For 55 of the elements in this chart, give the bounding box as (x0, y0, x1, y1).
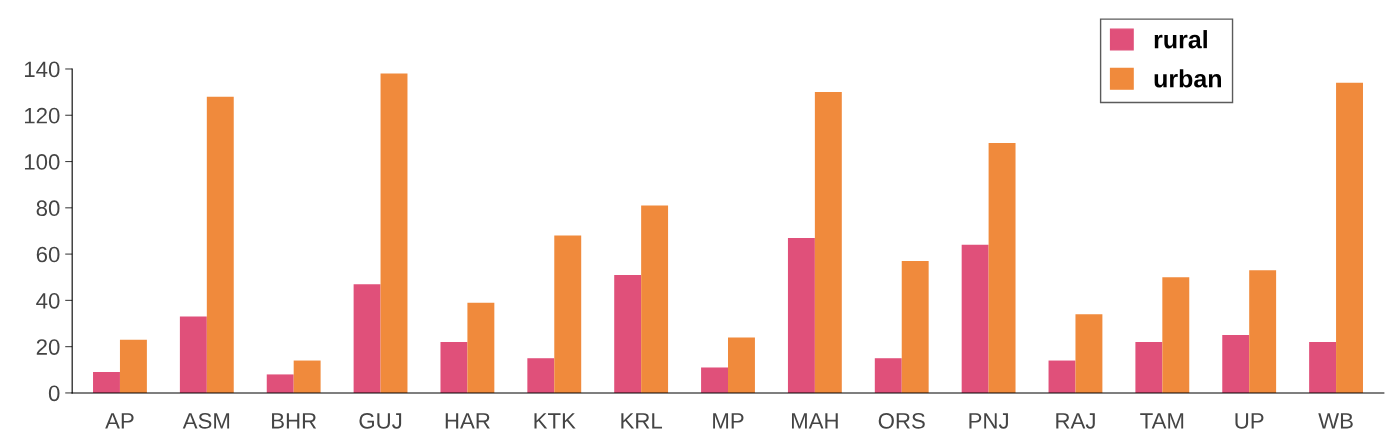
x-tick-label: MP (713, 413, 744, 429)
x-tick-label: BHR (272, 413, 317, 429)
x-tick-label: HAR (445, 413, 490, 429)
bar (1048, 360, 1076, 393)
bar (353, 284, 381, 393)
y-tick-label: 80 (36, 200, 60, 217)
x-tick-label: ORS (878, 412, 925, 429)
bar (874, 358, 902, 393)
y-tick-label: 120 (24, 107, 60, 124)
bar (1135, 342, 1163, 393)
bar (1336, 82, 1363, 393)
x-tick-label: TAM (1140, 413, 1184, 429)
y-tick-label: 0 (48, 385, 60, 402)
x-tick-label: RAJ (1056, 413, 1095, 429)
bar (701, 367, 729, 393)
bar (179, 316, 207, 393)
bar (988, 143, 1016, 393)
y-tick-label: 100 (24, 154, 60, 170)
bar (266, 374, 294, 393)
bar (527, 358, 555, 393)
y-tick-label: 40 (36, 292, 60, 309)
bar (641, 205, 669, 393)
bar (787, 237, 815, 393)
bar (440, 342, 468, 393)
x-tick-label: WB (1318, 413, 1353, 429)
bar (1162, 277, 1190, 393)
legend-label: rural (1154, 30, 1207, 49)
bar (1075, 314, 1103, 393)
x-tick-label: KRL (621, 413, 663, 429)
bar (814, 92, 842, 393)
bar (1309, 342, 1337, 393)
bar (901, 261, 929, 393)
x-tick-label: GUJ (359, 412, 402, 429)
x-tick-label: PNJ (969, 413, 1008, 429)
bar (467, 302, 495, 393)
x-tick-label: KTK (534, 413, 576, 429)
bar (728, 337, 755, 393)
legend-label: urban (1154, 69, 1221, 88)
bar (1249, 270, 1277, 393)
x-tick-label: ASM (182, 412, 230, 429)
bar (119, 339, 147, 393)
x-tick-label: AP (105, 413, 134, 429)
y-tick-label: 140 (24, 61, 60, 78)
bar (380, 73, 408, 393)
bar (614, 274, 642, 393)
bar (1222, 335, 1250, 393)
bar (93, 372, 120, 393)
x-tick-label: UP (1235, 413, 1264, 429)
x-tick-label: MAH (792, 413, 838, 429)
bar (961, 244, 989, 393)
y-tick-label: 60 (36, 246, 60, 263)
y-tick-label: 20 (36, 339, 60, 355)
bar (206, 96, 234, 393)
bar (554, 235, 582, 393)
bar (293, 360, 321, 393)
